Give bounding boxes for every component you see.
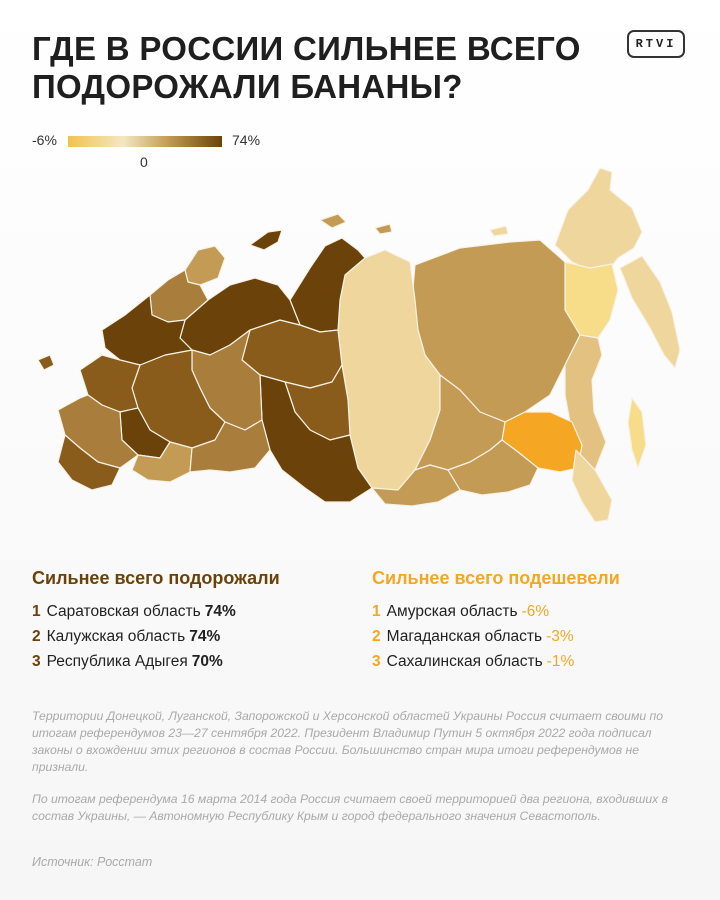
region-novaya-zemlya [249, 229, 283, 251]
region-kamchatka [619, 255, 681, 369]
most-expensive-heading: Сильнее всего подорожали [32, 568, 280, 588]
russia-regions-map [37, 167, 681, 523]
region-chukotka [554, 167, 643, 271]
list-item: 3 Республика Адыгея 70% [32, 653, 223, 670]
region-orenburg [189, 419, 271, 473]
legend-gradient-bar [68, 136, 222, 147]
footnote-referendums-2022: Территории Донецкой, Луганской, Запорожс… [32, 709, 663, 774]
list-item: 1 Саратовская область 74% [32, 603, 236, 620]
cheapest-list: Сильнее всего подешевели 1 Амурская облас… [372, 568, 620, 674]
source-label: Источник: Росстат [32, 855, 153, 869]
list-item: 2 Калужская область 74% [32, 628, 221, 645]
rtvi-logo: RTVI [627, 30, 685, 58]
region-primorye [571, 449, 613, 523]
region-sakhalin [627, 397, 647, 469]
list-item: 1 Амурская область -6% [372, 603, 550, 620]
footnote-crimea-2014: По итогам референдума 16 марта 2014 года… [32, 792, 668, 823]
region-siberia-south [259, 374, 373, 503]
region-kaliningrad [37, 354, 55, 371]
legend-zero-label: 0 [140, 154, 148, 170]
most-expensive-list: Сильнее всего подорожали 1 Саратовская об… [32, 568, 280, 674]
region-murmansk [184, 245, 226, 286]
list-item: 2 Магаданская область -3% [372, 628, 574, 645]
region-caucasus [57, 434, 121, 491]
region-tuva-altai [371, 464, 461, 507]
cheapest-heading: Сильнее всего подешевели [372, 568, 620, 588]
page-title: ГДЕ В РОССИИ СИЛЬНЕЕ ВСЕГО ПОДОРОЖАЛИ БА… [32, 30, 581, 105]
legend-max-label: 74% [232, 132, 261, 148]
list-item: 3 Сахалинская область -1% [372, 653, 575, 670]
region-far-north-islands [319, 213, 393, 235]
region-wrangel [489, 225, 509, 237]
legend-min-label: -6% [32, 132, 57, 148]
region-buryatia [447, 439, 539, 496]
